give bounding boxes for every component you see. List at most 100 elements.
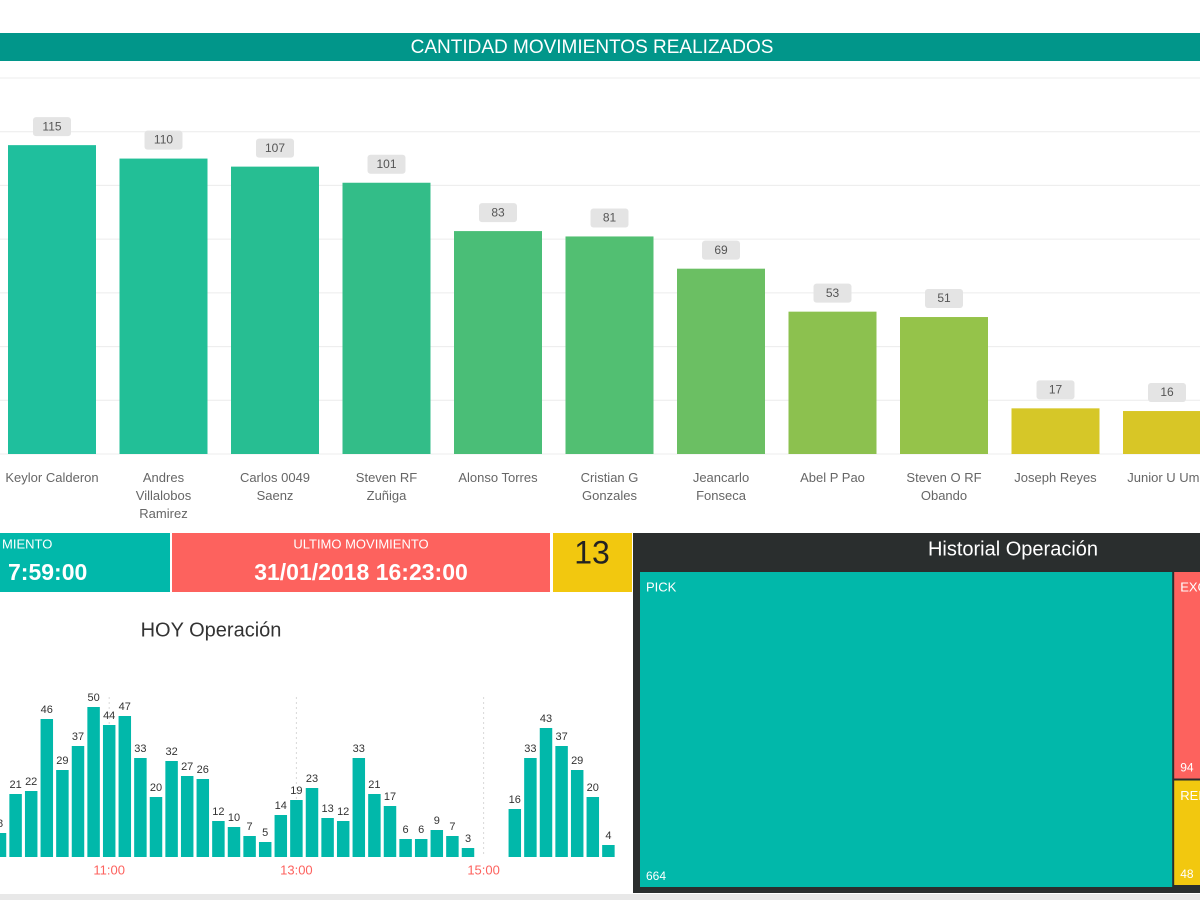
card-value: 7:59:00 [8, 559, 87, 585]
value-label: 7 [449, 821, 455, 833]
bar [231, 166, 319, 454]
x-tick-label: Jeancarlo Fonseca [692, 470, 750, 503]
value-label: 21 [368, 779, 380, 791]
bar [258, 842, 272, 857]
bar [243, 836, 256, 857]
x-tick-label: 11:00 [93, 862, 125, 877]
value-label: 29 [56, 755, 68, 767]
bar [290, 800, 303, 857]
x-tick-label: Cristian G Gonzales [580, 470, 639, 503]
bar [399, 839, 412, 857]
value-label: 47 [119, 701, 131, 713]
value-label: 16 [509, 794, 521, 806]
value-label: 46 [41, 704, 53, 716]
card-value: 13 [574, 534, 610, 570]
bar [586, 797, 600, 857]
bar [524, 758, 537, 857]
value-label: 33 [134, 743, 146, 755]
bar [352, 758, 366, 857]
card-label: MIENTO [2, 536, 52, 551]
x-tick-label: Junior U Uma [1127, 470, 1200, 485]
bar [119, 158, 208, 455]
value-label: 37 [555, 731, 567, 743]
bar [24, 791, 38, 857]
value-label: 83 [491, 205, 505, 219]
chart-title: HOY Operación [141, 619, 282, 641]
header-band [0, 33, 1200, 61]
bar [336, 821, 350, 857]
x-tick-label: Steven RF Zuñiga [355, 470, 418, 503]
tile-label: EXC [1180, 579, 1200, 594]
bar [227, 827, 241, 857]
value-label-box [144, 130, 183, 150]
card [172, 533, 550, 592]
tile-value: 48 [1180, 867, 1194, 881]
bar [555, 746, 568, 857]
value-label: 33 [353, 743, 365, 755]
value-label: 9 [434, 815, 440, 827]
card-label: ULTIMO MOVIMIENTO [293, 536, 428, 551]
value-label: 13 [321, 803, 333, 815]
bar [196, 779, 210, 857]
value-label: 12 [337, 806, 349, 818]
value-label: 50 [87, 692, 99, 704]
bar [539, 728, 553, 857]
x-tick-label: 13:00 [280, 862, 313, 877]
card [0, 533, 170, 592]
value-label: 107 [265, 141, 285, 155]
value-label: 17 [1049, 383, 1063, 397]
x-tick-label: 15:00 [467, 862, 500, 877]
value-label: 21 [9, 779, 21, 791]
card [553, 533, 632, 592]
treemap-tile [640, 572, 1173, 887]
x-tick-label: Alonso Torres [458, 470, 538, 485]
tile-label: PICK [646, 579, 677, 594]
value-label: 22 [25, 776, 37, 788]
value-label: 14 [275, 800, 287, 812]
value-label: 7 [247, 821, 253, 833]
x-tick-label: Abel P Pao [800, 470, 865, 485]
bar [212, 821, 225, 857]
bar [788, 311, 877, 454]
bar [134, 758, 147, 857]
value-label: 29 [571, 755, 583, 767]
value-label: 6 [418, 824, 424, 836]
bar [677, 268, 765, 454]
value-label: 16 [1160, 385, 1174, 399]
value-label: 51 [937, 291, 951, 305]
value-label: 26 [197, 764, 209, 776]
value-label: 101 [376, 157, 396, 171]
treemap-tile [1174, 780, 1200, 885]
bar [342, 182, 431, 454]
bar [40, 719, 54, 857]
value-label: 10 [228, 812, 240, 824]
value-label: 12 [212, 806, 224, 818]
value-label-box [479, 203, 517, 223]
value-label-box [1148, 383, 1186, 403]
value-label: 115 [42, 119, 61, 133]
value-label: 44 [103, 710, 115, 722]
value-label: 4 [605, 830, 611, 842]
value-label-box [256, 138, 294, 158]
value-label-box [702, 240, 740, 260]
value-label: 19 [290, 785, 302, 797]
value-label: 5 [262, 827, 268, 839]
bar [570, 770, 584, 857]
bar [383, 806, 397, 857]
bar [274, 815, 288, 857]
bar [1123, 411, 1200, 454]
value-label: 37 [72, 731, 84, 743]
bar [368, 794, 381, 857]
bar [305, 788, 319, 857]
value-label: 53 [826, 286, 840, 300]
value-label: 6 [403, 824, 409, 836]
bar [102, 725, 116, 857]
x-tick-label: Carlos 0049 Saenz [239, 470, 311, 503]
value-label: 33 [524, 743, 536, 755]
bar [165, 761, 178, 857]
x-tick-label: Steven O RF Obando [906, 470, 982, 503]
bar [118, 716, 132, 857]
value-label-box [813, 283, 852, 303]
chart-title: CANTIDAD MOVIMIENTOS REALIZADOS [411, 37, 774, 58]
